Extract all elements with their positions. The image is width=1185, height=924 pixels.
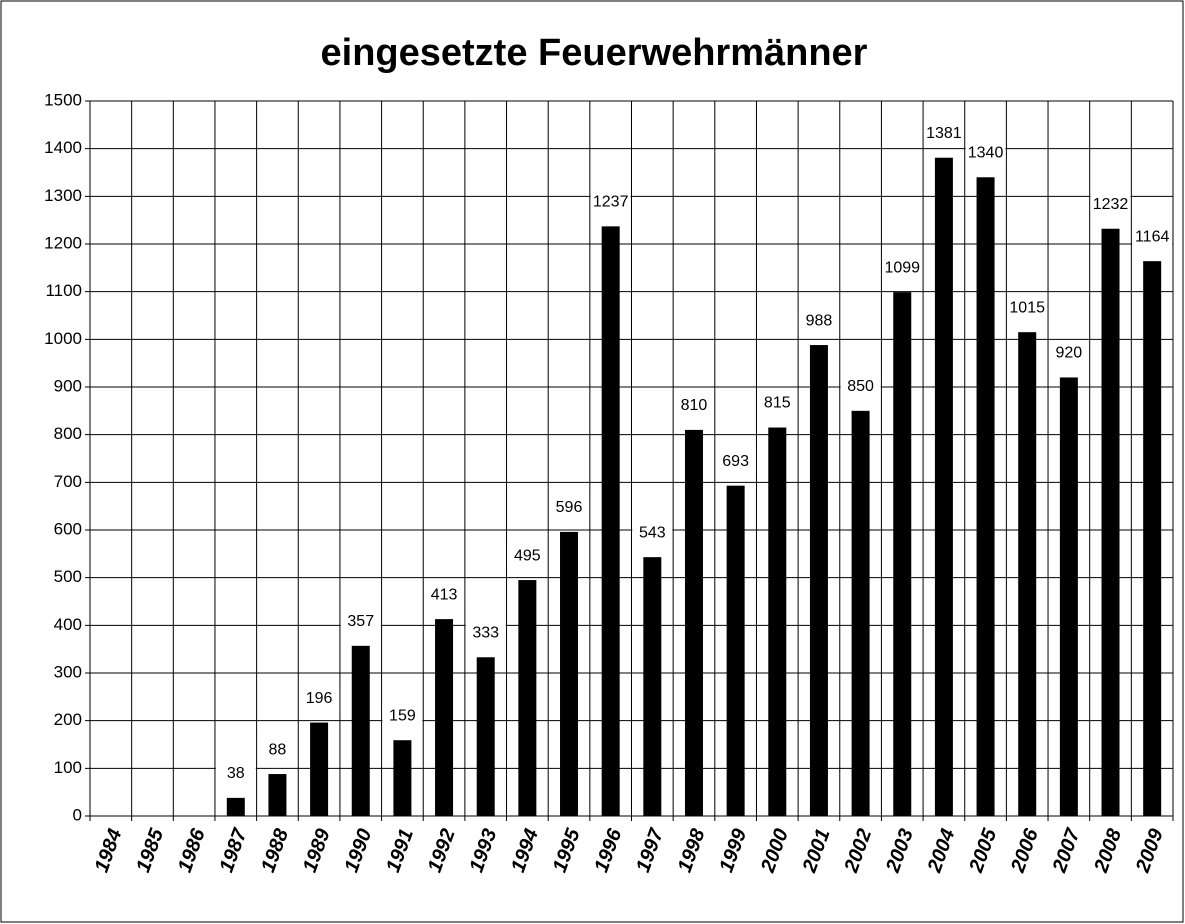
data-label-bg <box>798 310 839 333</box>
data-label-bg <box>1048 342 1089 365</box>
data-label-bg <box>1090 193 1131 216</box>
y-tick-label: 600 <box>54 519 82 538</box>
data-label: 850 <box>847 378 874 395</box>
bar <box>726 485 745 816</box>
y-tick-label: 700 <box>54 472 82 491</box>
data-label: 596 <box>556 499 583 516</box>
bar <box>476 657 495 816</box>
bar <box>809 345 828 816</box>
y-tick-label: 300 <box>54 662 82 681</box>
bar <box>393 740 412 816</box>
data-label-bg <box>757 392 798 415</box>
data-label-bg <box>257 739 298 762</box>
data-label-bg <box>340 610 381 633</box>
y-tick-label: 1200 <box>44 233 82 252</box>
y-tick-label: 1400 <box>44 138 82 157</box>
data-label-bg <box>382 705 423 728</box>
bar <box>1143 261 1162 816</box>
data-label-bg <box>590 191 631 214</box>
bar <box>893 292 912 817</box>
bar <box>768 427 787 816</box>
bar <box>310 722 329 816</box>
data-label: 920 <box>1056 345 1083 362</box>
data-label: 988 <box>806 312 833 329</box>
data-label-bg <box>1132 226 1173 249</box>
y-tick-label: 1500 <box>44 90 82 109</box>
data-label: 333 <box>472 624 499 641</box>
data-label: 810 <box>681 397 708 414</box>
bar <box>1018 332 1037 816</box>
data-label-bg <box>882 257 923 280</box>
y-tick-label: 200 <box>54 710 82 729</box>
data-label-bg <box>923 122 964 145</box>
bar <box>976 177 995 816</box>
data-label: 693 <box>722 453 749 470</box>
data-label: 815 <box>764 395 791 412</box>
bar <box>934 157 953 816</box>
bar <box>226 797 245 816</box>
y-tick-label: 1300 <box>44 186 82 205</box>
y-tick-label: 900 <box>54 376 82 395</box>
data-label: 495 <box>514 547 541 564</box>
data-label: 196 <box>306 690 333 707</box>
data-label-bg <box>965 142 1006 165</box>
bar <box>643 557 662 816</box>
bar <box>601 226 620 816</box>
data-label-bg <box>215 762 256 785</box>
data-label: 1381 <box>926 125 962 142</box>
bar <box>560 531 579 816</box>
y-tick-label: 500 <box>54 567 82 586</box>
data-label: 1164 <box>1135 228 1170 245</box>
data-label: 357 <box>347 613 374 630</box>
y-tick-label: 1000 <box>44 329 82 348</box>
data-label-bg <box>549 496 590 519</box>
data-label: 543 <box>639 524 666 541</box>
data-label-bg <box>424 584 465 607</box>
data-label: 1237 <box>593 194 629 211</box>
y-tick-label: 1100 <box>45 281 82 300</box>
bar <box>435 619 454 816</box>
data-label: 1015 <box>1009 299 1045 316</box>
data-label: 413 <box>431 586 458 603</box>
data-label: 1340 <box>968 144 1004 161</box>
data-label-bg <box>1007 297 1048 320</box>
data-label-bg <box>299 687 340 710</box>
y-tick-label: 100 <box>54 758 82 777</box>
data-label-bg <box>632 522 673 545</box>
bar <box>851 410 870 816</box>
data-label-bg <box>673 394 714 417</box>
data-label: 38 <box>227 765 245 782</box>
y-tick-label: 800 <box>54 424 82 443</box>
data-label-bg <box>715 450 756 473</box>
bar <box>1101 228 1120 816</box>
data-label-bg <box>840 375 881 398</box>
data-label-bg <box>465 622 506 645</box>
data-label: 1099 <box>884 259 920 276</box>
bar <box>268 774 287 816</box>
chart-title: eingesetzte Feuerwehrmänner <box>321 32 868 74</box>
bar <box>1059 377 1078 816</box>
bar <box>351 645 370 816</box>
data-label: 1232 <box>1093 196 1129 213</box>
bar <box>684 429 703 816</box>
bar <box>518 580 537 816</box>
y-tick-label: 0 <box>73 805 82 824</box>
data-label: 88 <box>269 741 287 758</box>
data-label: 159 <box>389 707 416 724</box>
y-tick-label: 400 <box>54 615 82 634</box>
data-label-bg <box>507 545 548 568</box>
